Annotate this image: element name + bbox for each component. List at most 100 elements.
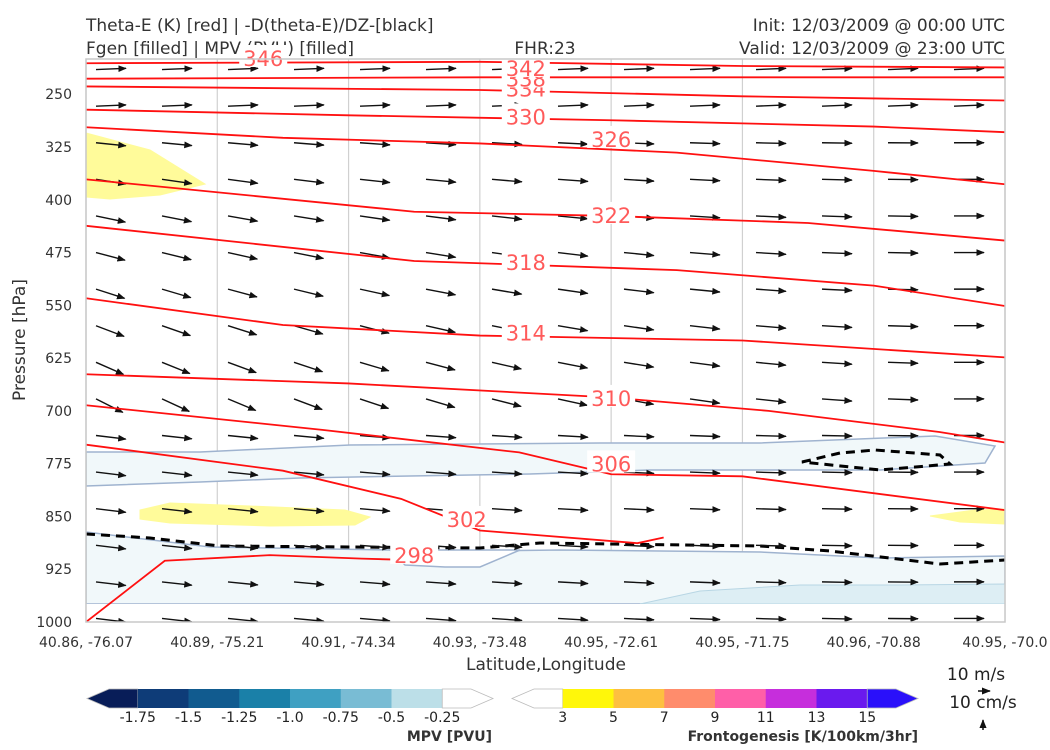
theta-e-label: 342 bbox=[506, 57, 546, 81]
wind-vector bbox=[623, 288, 655, 296]
colorbar-tick-label: 11 bbox=[757, 710, 775, 726]
wind-vector bbox=[491, 361, 523, 371]
colorbar-tick-label: -0.5 bbox=[378, 710, 405, 726]
y-tick-label: 925 bbox=[45, 562, 72, 578]
wind-vector bbox=[293, 325, 324, 336]
wind-vector bbox=[755, 361, 787, 368]
wind-vector bbox=[821, 578, 853, 586]
x-tick-label: 40.91, -74.34 bbox=[302, 635, 396, 651]
wind-vector bbox=[689, 101, 721, 109]
wind-vector bbox=[227, 101, 259, 109]
wind-vector bbox=[953, 101, 985, 109]
wind-vector bbox=[689, 250, 721, 258]
wind-vector bbox=[161, 398, 191, 413]
wind-vector bbox=[161, 325, 192, 337]
wind-vector bbox=[557, 361, 589, 370]
fgen-colorbar-title: Frontogenesis [K/100km/3hr] bbox=[688, 729, 918, 745]
contour-label-mask bbox=[587, 125, 636, 148]
wind-vector bbox=[689, 398, 721, 406]
theta-e-contour-330 bbox=[86, 108, 1005, 134]
wind-vector bbox=[95, 581, 127, 588]
wind-vector bbox=[689, 432, 721, 440]
y-tick-labels: 250 325 400 475 550 625 700 775 850 925 1000 bbox=[36, 87, 72, 631]
wind-vector bbox=[425, 325, 457, 334]
wind-vector bbox=[227, 288, 258, 299]
wind-vector bbox=[161, 507, 193, 515]
theta-e-label: 302 bbox=[447, 508, 487, 532]
wind-vector bbox=[293, 544, 325, 551]
wind-vector bbox=[161, 288, 192, 299]
mpv-fill-region-right bbox=[639, 583, 1005, 605]
x-tick-label: 40.89, -75.21 bbox=[170, 635, 264, 651]
wind-vector bbox=[293, 178, 325, 186]
colorbar-swatch bbox=[765, 689, 817, 708]
wind-vector bbox=[557, 433, 589, 441]
fgen-fill-region bbox=[929, 508, 1005, 525]
wind-vector bbox=[161, 434, 193, 442]
wind-vector bbox=[821, 542, 853, 550]
wind-vector bbox=[755, 139, 787, 147]
wind-vector bbox=[821, 469, 853, 476]
theta-e-label: 330 bbox=[506, 105, 546, 129]
colorbar-tick-label: -0.25 bbox=[424, 710, 460, 726]
wind-vector bbox=[491, 470, 523, 477]
wind-vector bbox=[623, 101, 655, 109]
wind-vector bbox=[227, 361, 257, 374]
wind-vector bbox=[425, 178, 457, 185]
wind-vector bbox=[755, 469, 787, 477]
wind-vector bbox=[359, 470, 391, 478]
wind-vector bbox=[227, 251, 259, 261]
wind-vectors bbox=[95, 65, 985, 622]
wind-vector bbox=[161, 101, 193, 109]
wind-vector bbox=[755, 615, 787, 622]
theta-e-contour-318 bbox=[86, 224, 1005, 307]
wind-vector bbox=[161, 581, 193, 588]
wind-vector bbox=[95, 251, 126, 262]
wind-vector bbox=[821, 65, 853, 73]
wind-vector bbox=[161, 65, 193, 73]
wind-vector bbox=[623, 65, 655, 73]
wind-vector bbox=[755, 324, 787, 331]
wind-vector bbox=[95, 215, 127, 224]
wind-vector bbox=[161, 141, 193, 149]
wind-vector bbox=[359, 616, 391, 622]
colorbar-swatch bbox=[510, 688, 564, 709]
wind-vector bbox=[557, 177, 589, 185]
wind-vector bbox=[623, 616, 655, 622]
mpv-fill-region bbox=[86, 435, 997, 487]
wind-vector bbox=[227, 215, 259, 224]
wind-vector bbox=[293, 141, 325, 148]
wind-vector bbox=[953, 65, 985, 73]
wind-vector bbox=[95, 101, 127, 109]
wind-vector bbox=[557, 469, 589, 477]
mpv-colorbar-title: MPV [PVU] bbox=[407, 729, 492, 745]
wind-vector bbox=[755, 213, 787, 221]
colorbar-swatch bbox=[562, 689, 614, 708]
theta-e-label: 314 bbox=[506, 321, 546, 345]
theta-e-contour-334 bbox=[86, 85, 1005, 102]
colorbar-tick-label: 15 bbox=[858, 710, 876, 726]
wind-vector bbox=[689, 361, 721, 369]
title-right-1: Init: 12/03/2009 @ 00:00 UTC bbox=[753, 16, 1005, 36]
wind-vector bbox=[623, 251, 655, 259]
wind-vector bbox=[359, 361, 390, 372]
x-tick-label: 40.95, -70.0 bbox=[962, 635, 1047, 651]
wind-vector bbox=[755, 101, 787, 109]
colorbar-swatch bbox=[290, 689, 342, 708]
wind-vector bbox=[359, 140, 391, 148]
wind-vector bbox=[689, 287, 721, 295]
wind-vector bbox=[557, 579, 589, 587]
wind-vector bbox=[95, 361, 125, 376]
wind-vector bbox=[95, 471, 127, 479]
wind-vector bbox=[359, 101, 391, 109]
wind-vector bbox=[359, 580, 391, 588]
contour-label-mask bbox=[501, 54, 550, 77]
dtheta-dz-contour bbox=[801, 448, 954, 472]
wind-vector bbox=[359, 507, 391, 514]
wind-vector bbox=[293, 361, 324, 373]
wind-vector bbox=[491, 506, 523, 514]
wind-vector bbox=[821, 505, 853, 513]
colorbar-swatch bbox=[85, 688, 139, 709]
theta-e-contour-314 bbox=[86, 297, 1005, 359]
wind-vector bbox=[425, 288, 457, 297]
